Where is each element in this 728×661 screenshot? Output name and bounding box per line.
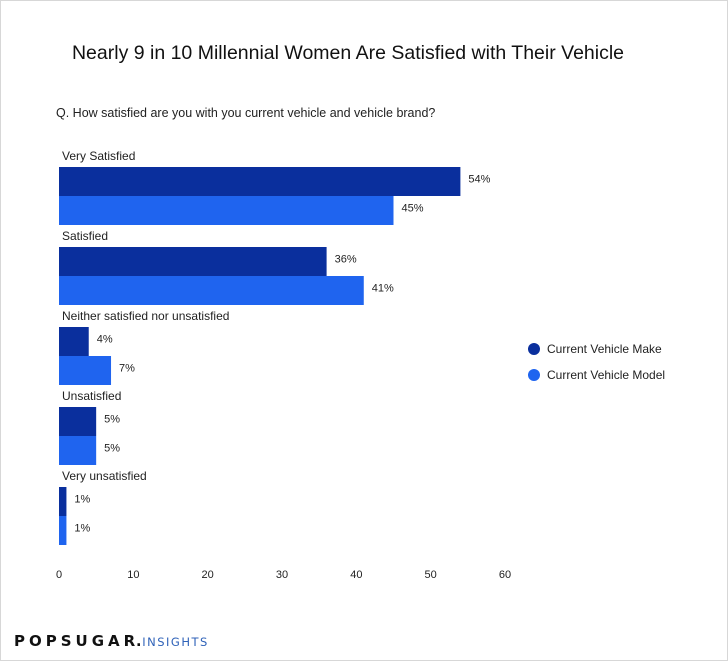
brand-sub: INSIGHTS — [142, 635, 209, 649]
data-label-model: 5% — [104, 443, 120, 455]
bar-model — [59, 356, 112, 385]
category-label: Very unsatisfied — [62, 469, 147, 483]
bar-model — [59, 516, 67, 545]
legend-label-make: Current Vehicle Make — [547, 341, 662, 356]
category-label: Unsatisfied — [62, 389, 121, 403]
survey-question: Q. How satisfied are you with you curren… — [56, 106, 436, 120]
bar-model — [59, 436, 97, 465]
chart-title: Nearly 9 in 10 Millennial Women Are Sati… — [71, 42, 625, 64]
data-label-make: 36% — [335, 254, 357, 266]
data-label-model: 45% — [402, 203, 424, 215]
category-label: Satisfied — [62, 229, 108, 243]
bar-make — [59, 327, 89, 356]
x-tick-label: 40 — [350, 569, 362, 581]
bar-make — [59, 247, 327, 276]
data-label-model: 7% — [119, 363, 135, 375]
x-tick-label: 10 — [127, 569, 139, 581]
x-tick-label: 50 — [425, 569, 437, 581]
brand-dot: . — [136, 630, 142, 650]
category-label: Very Satisfied — [62, 149, 135, 163]
data-label-make: 54% — [468, 174, 490, 186]
data-label-model: 41% — [372, 283, 394, 295]
x-tick-label: 30 — [276, 569, 288, 581]
bar-make — [59, 487, 67, 516]
legend-label-model: Current Vehicle Model — [547, 367, 666, 382]
brand-logo: POPSUGAR . INSIGHTS — [14, 630, 209, 651]
legend-item-model: Current Vehicle Model — [528, 367, 666, 382]
legend-swatch-make — [528, 342, 540, 355]
category-label: Neither satisfied nor unsatisfied — [62, 309, 229, 323]
bar-model — [59, 276, 364, 305]
bar-make — [59, 407, 97, 436]
data-label-make: 4% — [97, 334, 113, 346]
bar-make — [59, 167, 461, 196]
legend: Current Vehicle Make Current Vehicle Mod… — [528, 342, 665, 394]
data-label-make: 1% — [74, 494, 90, 506]
data-label-make: 5% — [104, 414, 120, 426]
x-tick-label: 60 — [499, 569, 511, 581]
legend-item-make: Current Vehicle Make — [528, 341, 665, 356]
brand-name: POPSUGAR — [14, 632, 140, 650]
legend-swatch-model — [528, 368, 540, 381]
x-tick-label: 0 — [56, 569, 62, 581]
bar-model — [59, 196, 394, 225]
data-label-model: 1% — [74, 523, 90, 535]
x-tick-label: 20 — [202, 569, 214, 581]
